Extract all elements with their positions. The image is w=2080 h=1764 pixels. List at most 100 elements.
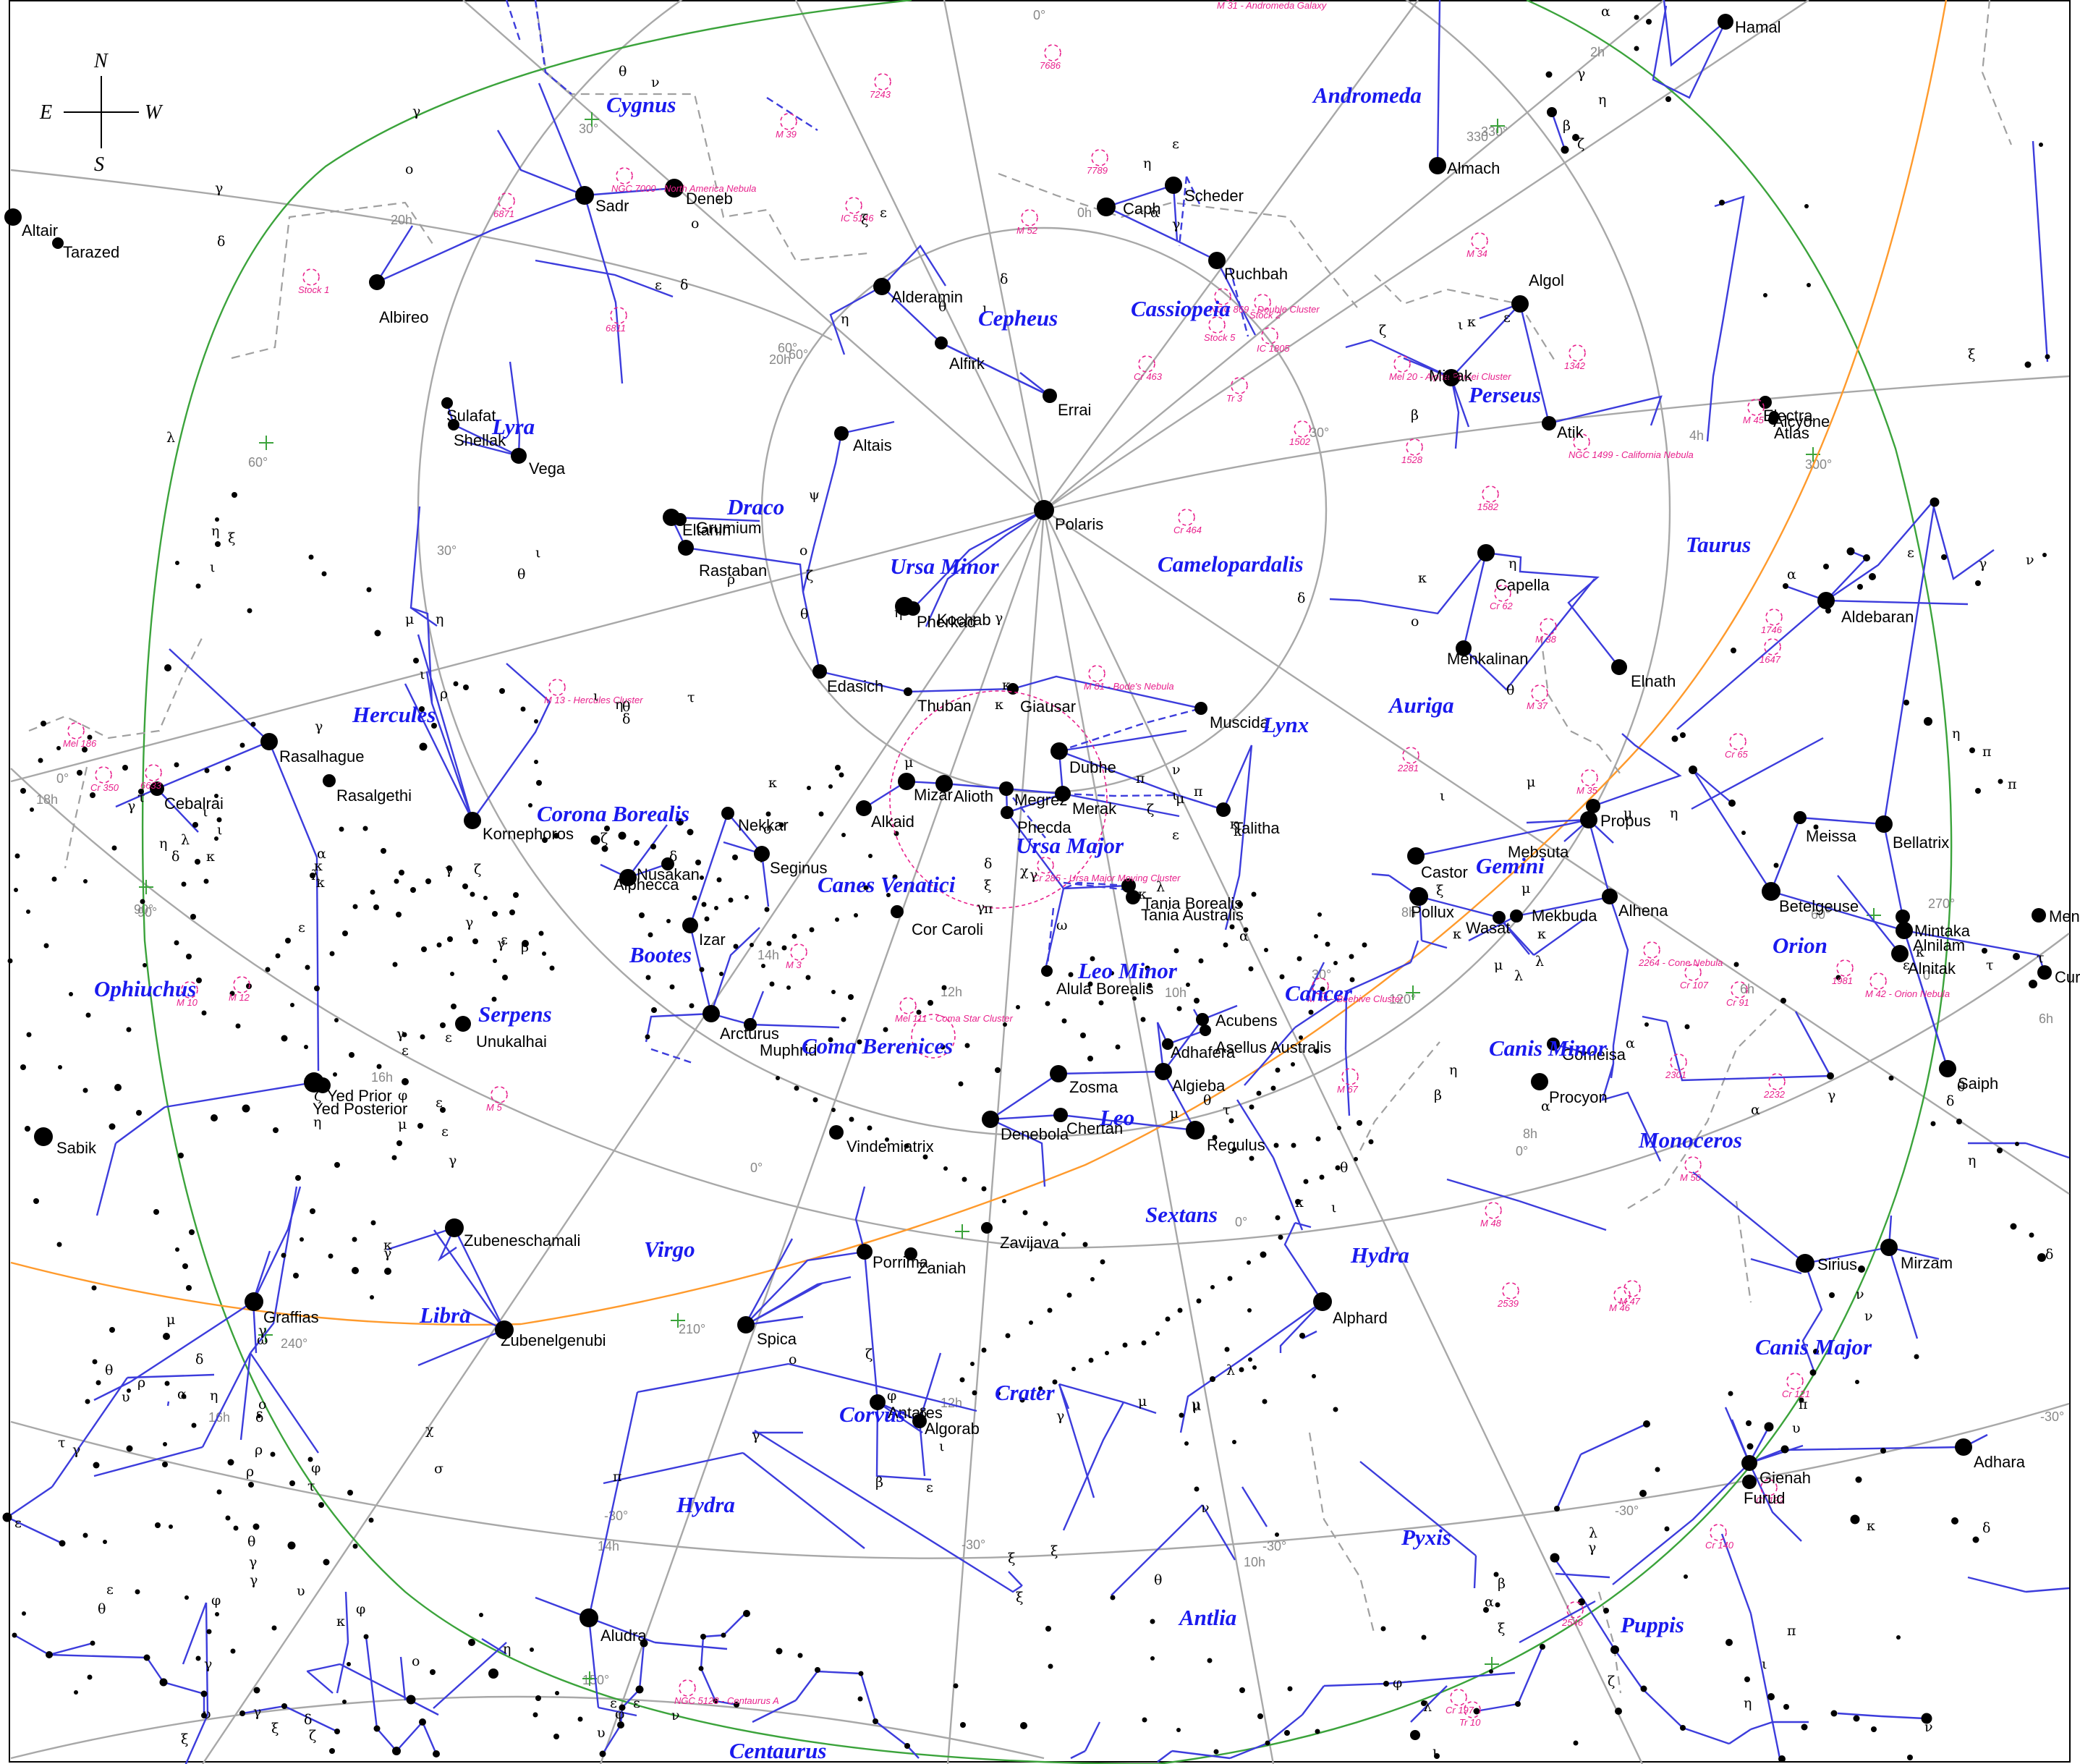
- field-star: [1951, 1517, 1958, 1525]
- star-label-furud: Furud: [1744, 1489, 1785, 1507]
- field-star: [645, 1034, 650, 1040]
- star-capella: [1477, 544, 1495, 561]
- constellation-line: [1770, 890, 1949, 1069]
- deep-sky-object-marker: [899, 997, 917, 1014]
- field-star: [229, 991, 235, 996]
- field-star: [689, 1003, 695, 1009]
- field-star: [20, 788, 26, 794]
- field-star: [996, 1391, 1001, 1396]
- field-star: [1165, 1316, 1171, 1322]
- field-star: [666, 919, 671, 923]
- deep-sky-object-marker: [1729, 733, 1746, 750]
- field-star: [634, 840, 640, 846]
- field-star: [126, 1445, 133, 1452]
- field-star: [126, 1027, 132, 1032]
- bayer-letter: π: [1194, 784, 1203, 800]
- bayer-letter: γ: [315, 718, 323, 734]
- bayer-letter: ο: [799, 543, 807, 559]
- constellation-crater: Crater: [995, 1380, 1056, 1405]
- bayer-letter: δ: [984, 856, 992, 872]
- ra-line: [794, 0, 1045, 511]
- bayer-letter: κ: [336, 1614, 345, 1629]
- bayer-letter: μ: [166, 1312, 175, 1328]
- field-star: [163, 1333, 170, 1340]
- deep-sky-object-marker: [1569, 344, 1586, 362]
- ra-line: [1043, 509, 1644, 1764]
- deep-sky-object-label: NGC 7000 - North America Nebula: [611, 183, 756, 194]
- field-star: [1303, 1179, 1309, 1184]
- bayer-letter: π: [1136, 771, 1145, 786]
- constellation-line: [376, 229, 493, 284]
- bayer-letter: ι: [1762, 1656, 1767, 1672]
- constellation-line: [583, 195, 624, 384]
- deep-sky-object-marker: [1768, 1073, 1786, 1090]
- constellation-line: [863, 1251, 879, 1403]
- field-star: [734, 1702, 739, 1708]
- field-star: [1155, 1331, 1160, 1336]
- field-star: [374, 629, 381, 637]
- field-star: [419, 742, 428, 751]
- boundary: [1627, 1005, 1780, 1209]
- field-star: [1573, 1740, 1579, 1746]
- constellation-line: [1058, 1070, 1164, 1075]
- constellation-line: [1533, 918, 1585, 956]
- bayer-letter: γ: [396, 1026, 404, 1042]
- field-star: [769, 981, 775, 987]
- star-gienah: [1741, 1455, 1757, 1471]
- bayer-letter: β: [1434, 1087, 1442, 1103]
- deep-sky-object-label: Cr 464: [1173, 525, 1202, 535]
- star-alioth: [935, 775, 953, 792]
- field-star: [285, 938, 291, 944]
- star-aludra: [580, 1608, 598, 1627]
- bayer-letter: η: [615, 697, 623, 713]
- field-star: [1863, 554, 1870, 561]
- star-label-wasat: Wasat: [1466, 919, 1511, 937]
- grid-label: 0°: [1516, 1144, 1528, 1158]
- deep-sky-object-marker: [1406, 438, 1423, 456]
- field-star: [532, 1712, 538, 1718]
- field-star: [750, 943, 754, 947]
- star-label-adhafera: Adhafera: [1171, 1043, 1236, 1061]
- constellation-pyxis: Pyxis: [1401, 1525, 1451, 1550]
- ra-line: [1043, 0, 1419, 511]
- constellation-line: [166, 1401, 170, 1407]
- deep-sky-object-marker: [1731, 981, 1748, 998]
- deep-sky-object-label: 2264 - Cone Nebula: [1638, 957, 1723, 968]
- star-label-propus: Propus: [1600, 812, 1651, 830]
- field-star: [421, 946, 427, 952]
- bayer-letter: κ: [1295, 1195, 1304, 1210]
- field-star: [14, 888, 18, 892]
- star-label-mizar: Mizar: [914, 786, 953, 804]
- boundary: [1359, 1041, 1440, 1151]
- bayer-letter: γ: [977, 899, 985, 915]
- bayer-letter: α: [1751, 1102, 1760, 1118]
- field-star: [1801, 1723, 1808, 1731]
- field-star: [1061, 1232, 1066, 1237]
- constellation-line: [1172, 185, 1257, 336]
- bayer-letter: κ: [1234, 823, 1242, 839]
- constellation-line: [115, 787, 158, 808]
- constellation-line: [750, 1023, 840, 1029]
- bayer-letter: μ: [1494, 957, 1503, 973]
- field-star: [1080, 1032, 1086, 1038]
- star-label-adhara: Adhara: [1974, 1453, 2026, 1471]
- field-star: [275, 953, 281, 959]
- constellation-line: [1244, 1027, 1296, 1086]
- bayer-letter: α: [1485, 1594, 1494, 1610]
- constellation-line-dashed: [1005, 788, 1046, 839]
- constellation-line: [788, 1362, 977, 1412]
- grid-label: 0°: [1033, 8, 1045, 22]
- bayer-letter: ρ: [760, 847, 768, 863]
- star-label-meissa: Meissa: [1806, 827, 1856, 845]
- field-star: [841, 833, 846, 837]
- field-star: [164, 1381, 170, 1386]
- field-star: [1239, 1367, 1244, 1373]
- grid-label: 30°: [579, 122, 598, 136]
- field-star: [1421, 1634, 1427, 1640]
- field-star: [103, 1540, 107, 1544]
- field-star: [181, 881, 187, 887]
- bayer-letter: ο: [691, 216, 699, 232]
- field-star: [1333, 961, 1338, 965]
- grid-label: -30°: [604, 1509, 628, 1523]
- field-star: [25, 1126, 30, 1132]
